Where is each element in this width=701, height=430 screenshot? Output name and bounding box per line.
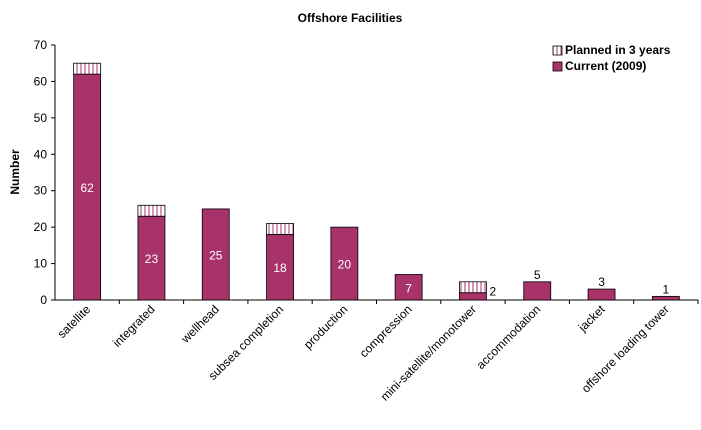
legend-swatch	[552, 45, 563, 56]
y-tick-label: 0	[40, 293, 47, 307]
data-label: 5	[534, 268, 541, 282]
data-label: 62	[80, 181, 94, 195]
bar-segment	[266, 223, 294, 235]
bar-segment	[266, 234, 294, 301]
bar-segment	[330, 226, 359, 301]
data-label: 2	[489, 285, 496, 299]
legend-label: Planned in 3 years	[565, 43, 671, 57]
data-label: 3	[598, 275, 605, 289]
y-tick-label: 10	[34, 257, 48, 271]
bar-segment	[137, 215, 166, 301]
x-tick-label: compression	[357, 302, 415, 360]
x-tick-label: wellhead	[178, 302, 222, 346]
bar-segment	[73, 62, 102, 75]
x-tick-label: satellite	[55, 302, 94, 341]
data-label: 23	[145, 252, 159, 266]
bar-segment	[587, 288, 616, 301]
x-tick-label: integrated	[110, 302, 158, 350]
bar-segment	[651, 295, 680, 301]
bar-segment	[137, 204, 166, 217]
bar-segment	[394, 274, 423, 301]
data-label: 18	[273, 261, 287, 275]
bar-segment	[459, 292, 487, 301]
x-tick-label: production	[301, 302, 351, 352]
bar-segment	[523, 281, 552, 301]
legend-swatch	[552, 61, 563, 72]
x-tick-label: accommodation	[474, 302, 544, 372]
y-tick-label: 40	[34, 147, 48, 161]
y-tick-label: 70	[34, 38, 48, 52]
data-label: 7	[405, 281, 412, 295]
y-tick-label: 20	[34, 220, 48, 234]
x-tick-label: jacket	[575, 302, 608, 335]
chart-title: Offshore Facilities	[298, 11, 403, 25]
bar-segment	[459, 281, 487, 294]
data-label: 20	[338, 258, 352, 272]
legend-label: Current (2009)	[565, 59, 646, 73]
bar-segment	[201, 208, 230, 301]
y-tick-label: 30	[34, 184, 48, 198]
y-tick-label: 60	[34, 74, 48, 88]
y-axis-label: Number	[8, 149, 22, 195]
data-label: 25	[209, 248, 223, 262]
data-label: 1	[663, 282, 670, 296]
y-tick-label: 50	[34, 111, 48, 125]
